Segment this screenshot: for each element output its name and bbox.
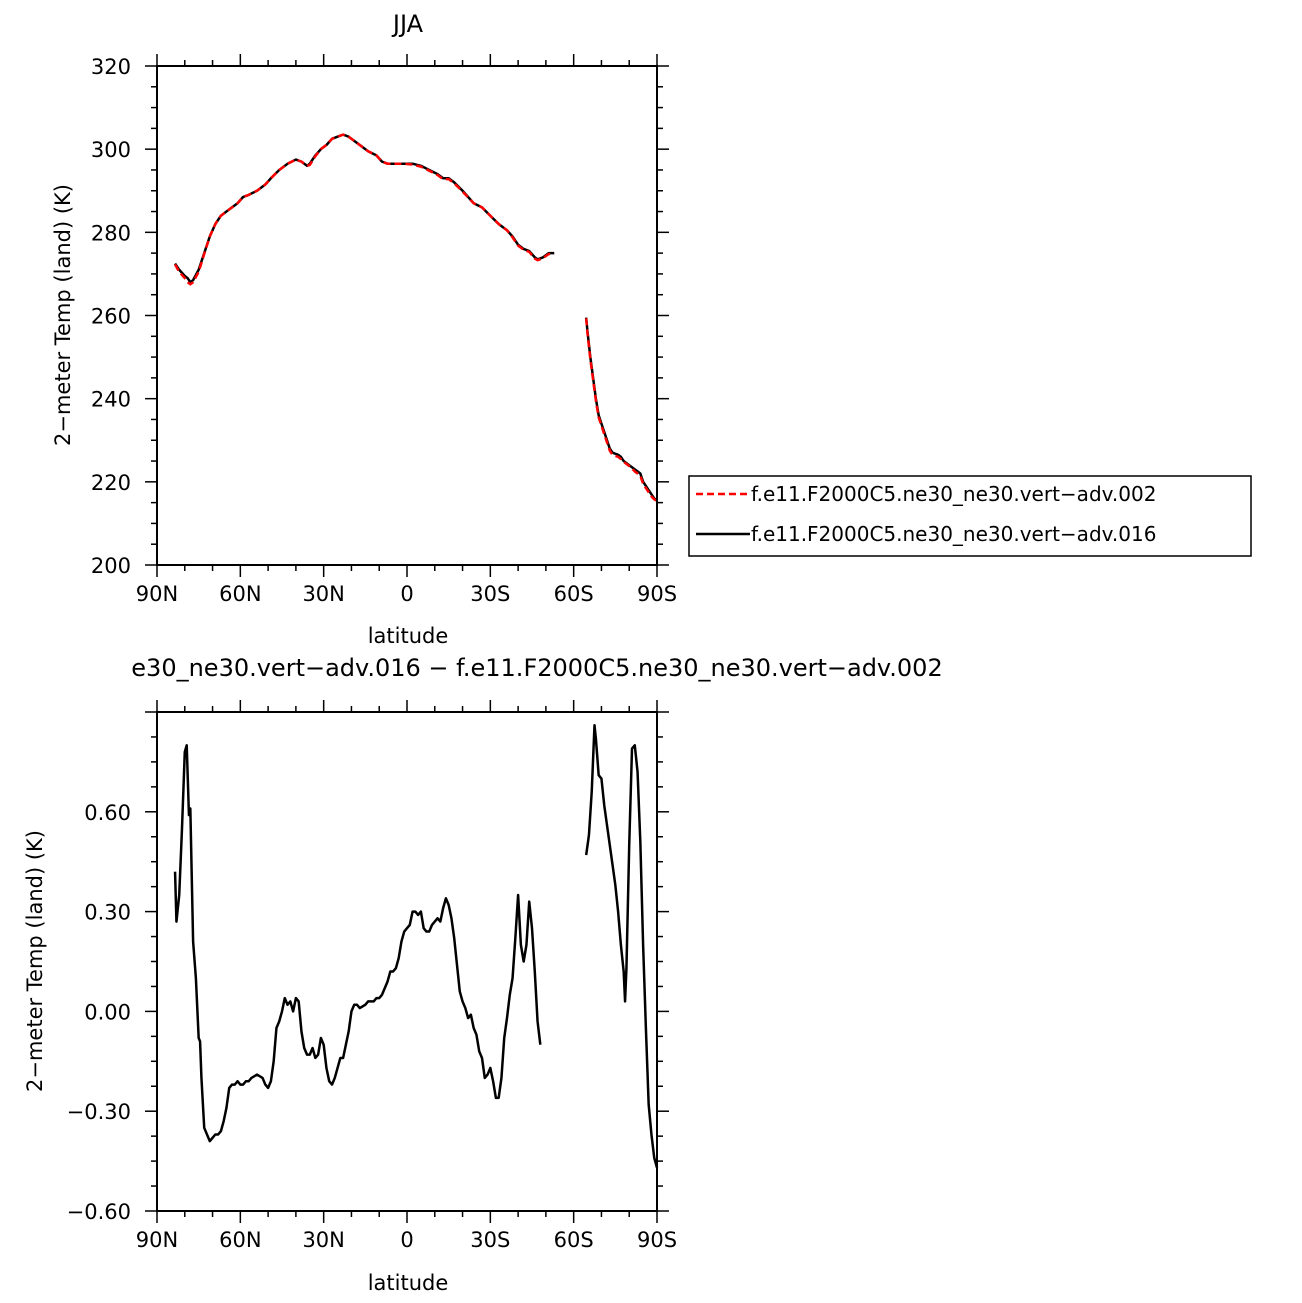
top-y-tick-label: 260 (91, 305, 131, 329)
top-y-tick-label: 240 (91, 388, 131, 412)
bottom-series-0-segment-1 (584, 724, 659, 1169)
top-x-tick-label: 60S (554, 582, 594, 606)
top-series-1-segment-1 (584, 318, 658, 503)
bottom-x-tick-label: 60S (554, 1228, 594, 1252)
legend-box (688, 475, 1252, 557)
bottom-y-tick-label: 0.00 (84, 1000, 131, 1024)
top-y-tick-label: 320 (91, 55, 131, 79)
top-x-axis-title: latitude (368, 624, 449, 648)
top-y-tick-label: 220 (91, 471, 131, 495)
bottom-x-axis-title: latitude (368, 1271, 449, 1295)
top-plot: JJA 90N 60N 30N 0 30S 60S 90S 200 220 240 260 280 30… (51, 10, 677, 648)
bottom-y-tick-label: −0.30 (67, 1100, 131, 1124)
bottom-x-tick-label: 90S (637, 1228, 677, 1252)
legend-label-002: f.e11.F2000C5.ne30_ne30.vert−adv.002 (751, 482, 1156, 506)
bottom-x-tick-label: 30S (470, 1228, 510, 1252)
top-plot-title: JJA (391, 10, 424, 38)
bottom-y-tick-label: 0.60 (84, 801, 131, 825)
top-plot-frame (156, 65, 658, 566)
top-x-tick-label: 90S (637, 582, 677, 606)
bottom-plot-frame (156, 711, 658, 1212)
top-y-axis-title: 2−meter Temp (land) (K) (51, 184, 75, 446)
legend-label-016: f.e11.F2000C5.ne30_ne30.vert−adv.016 (751, 522, 1156, 546)
bottom-y-axis-title: 2−meter Temp (land) (K) (23, 830, 47, 1092)
bottom-y-tick-label: 0.30 (84, 901, 131, 925)
top-x-tick-label: 0 (400, 582, 413, 606)
bottom-x-tick-label: 0 (400, 1228, 413, 1252)
top-x-tick-label: 90N (136, 582, 178, 606)
bottom-plot-title: e30_ne30.vert−adv.016 − f.e11.F2000C5.ne… (131, 654, 942, 682)
legend: f.e11.F2000C5.ne30_ne30.vert−adv.002 f.e… (688, 475, 1252, 557)
bottom-ticks: 90N 60N 30N 0 30S 60S 90S −0.60 −0.30 0.00 0.30 0.6… (67, 700, 677, 1252)
bottom-x-tick-label: 60N (219, 1228, 261, 1252)
bottom-series-0-segment-0 (173, 744, 542, 1143)
top-x-tick-label: 30N (302, 582, 344, 606)
bottom-x-tick-label: 30N (302, 1228, 344, 1252)
bottom-x-tick-label: 90N (136, 1228, 178, 1252)
top-y-tick-label: 300 (91, 138, 131, 162)
top-y-tick-label: 280 (91, 221, 131, 245)
top-series-1-segment-0 (173, 133, 555, 286)
bottom-series (173, 724, 659, 1169)
bottom-plot: e30_ne30.vert−adv.016 − f.e11.F2000C5.ne… (23, 654, 943, 1295)
top-y-tick-label: 200 (91, 554, 131, 578)
bottom-y-tick-label: −0.60 (67, 1200, 131, 1224)
top-ticks: 90N 60N 30N 0 30S 60S 90S 200 220 240 260 280 300 320 (91, 54, 677, 606)
top-x-tick-label: 30S (470, 582, 510, 606)
top-x-tick-label: 60N (219, 582, 261, 606)
top-series (173, 133, 658, 503)
